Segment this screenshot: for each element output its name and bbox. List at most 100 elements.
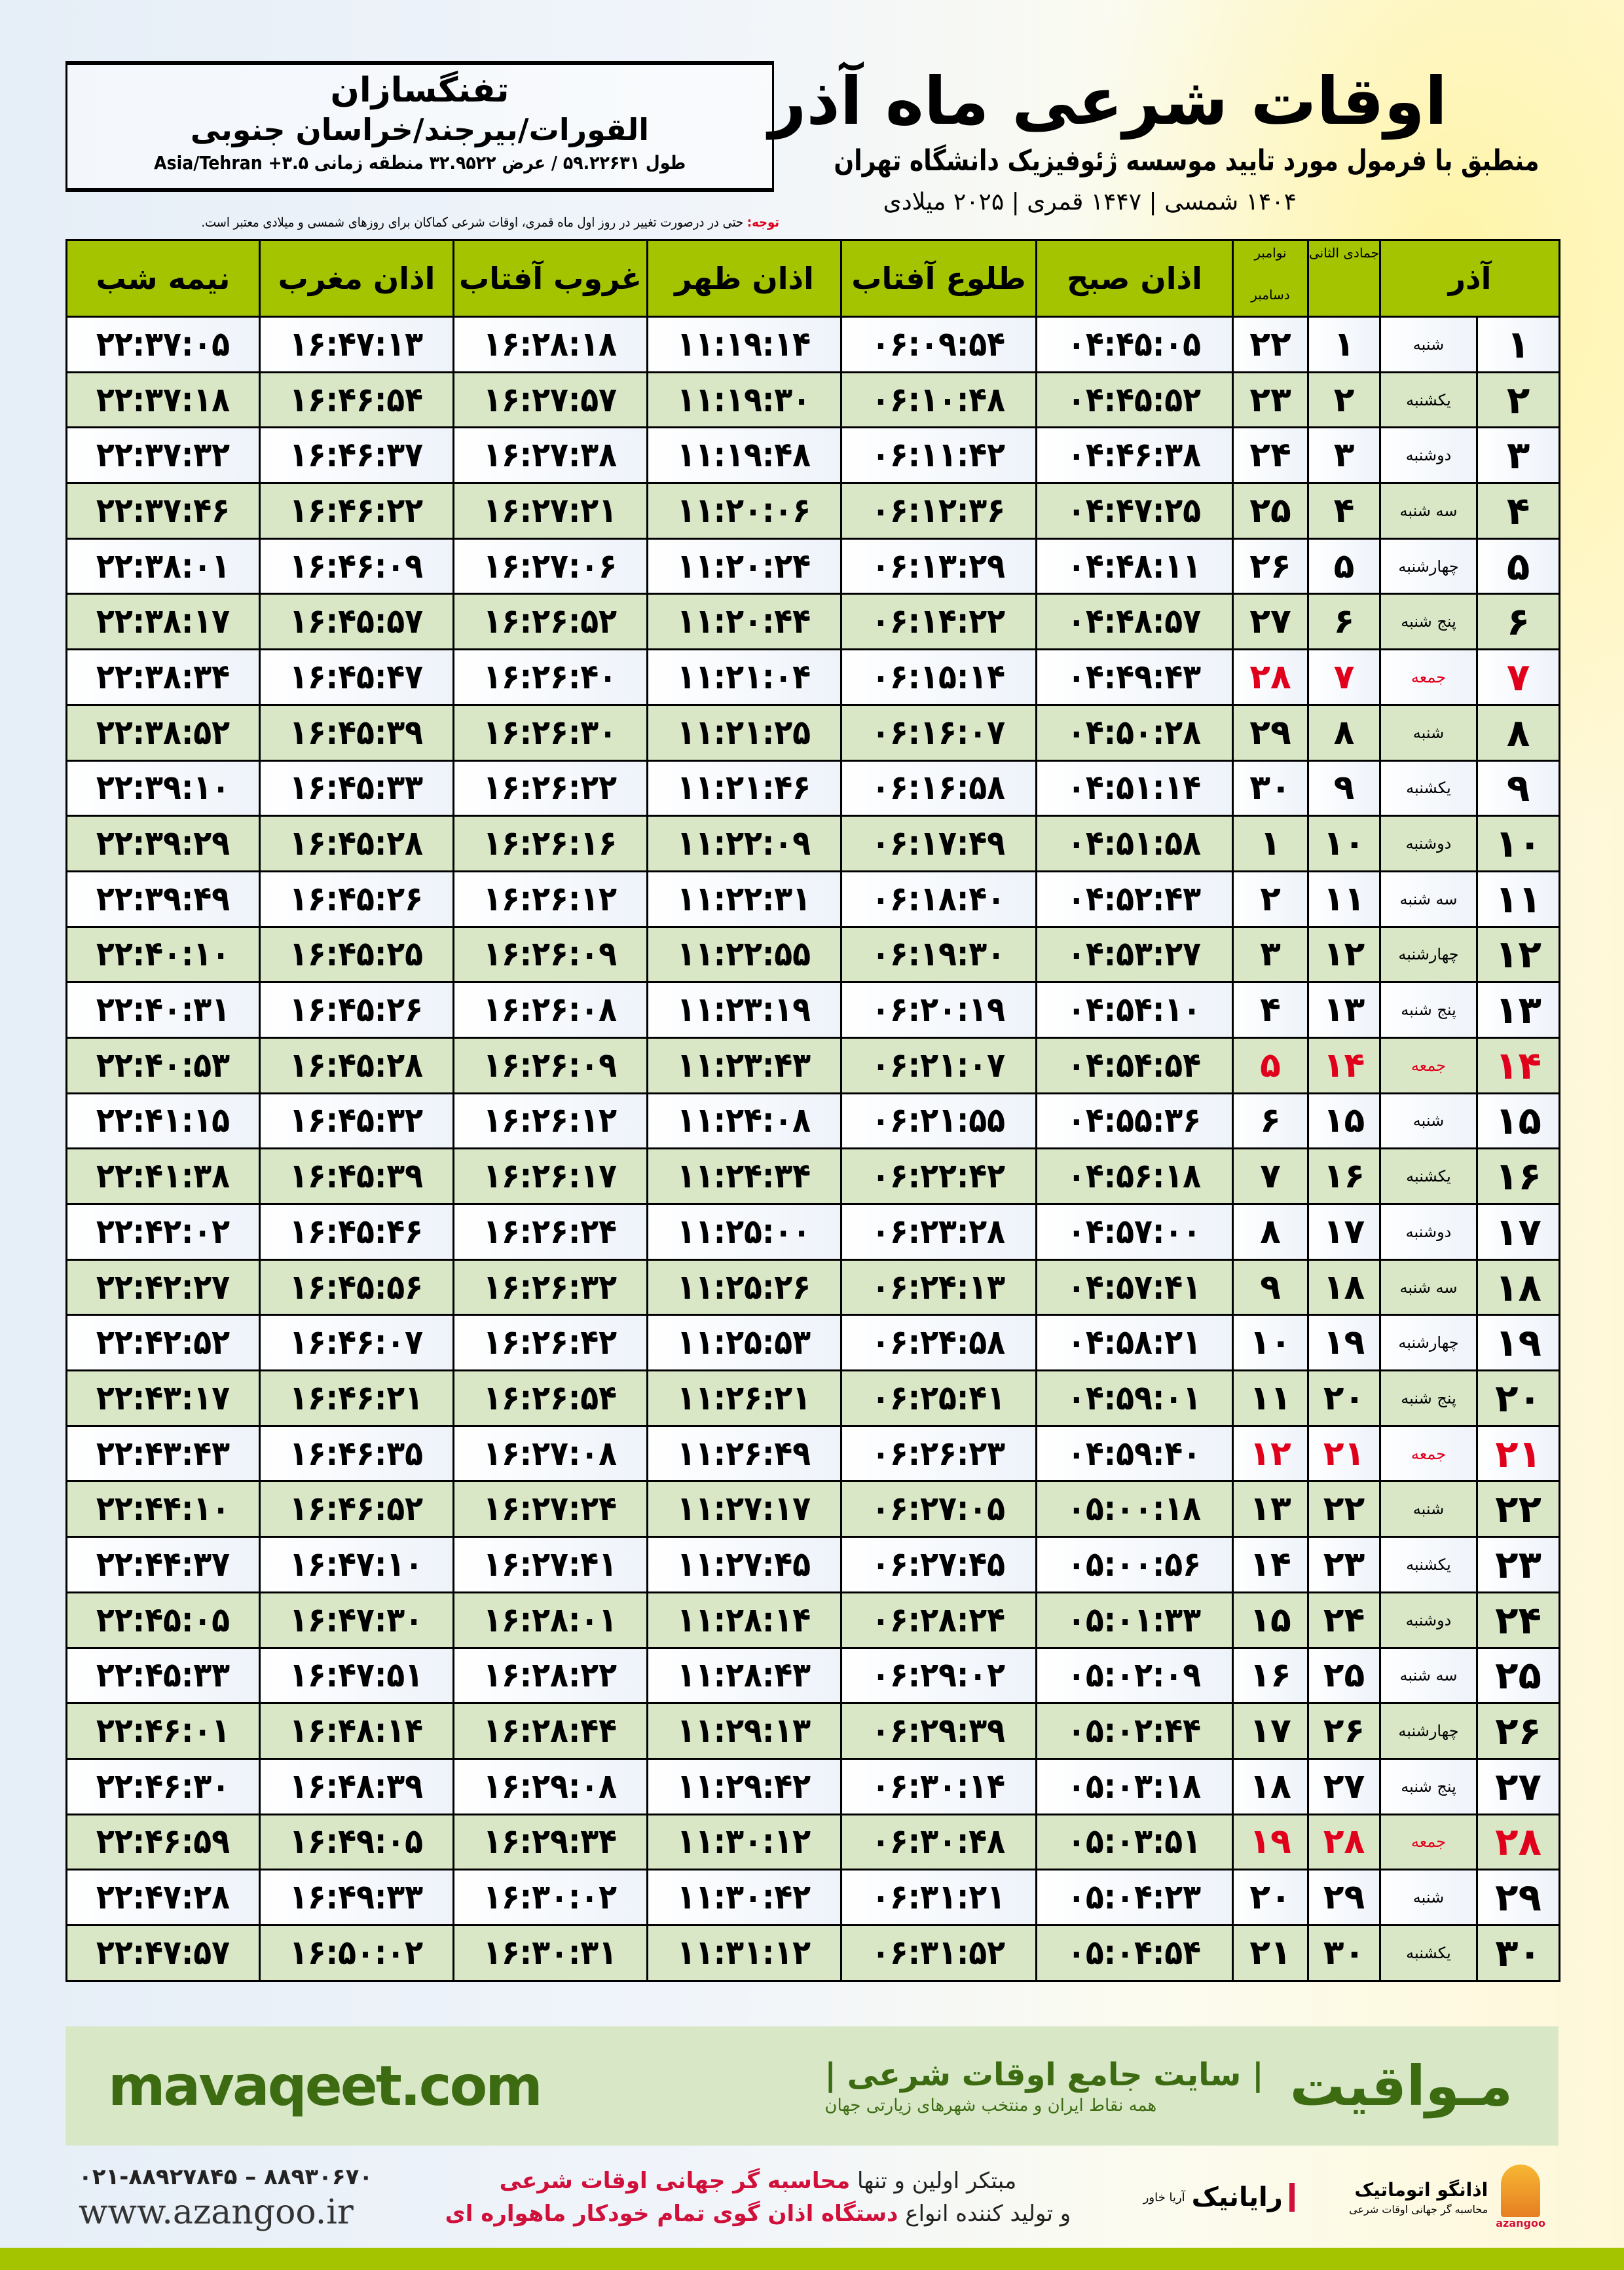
azar-day-cell: ۱۰	[1476, 815, 1561, 872]
maghrib-time-cell: ۱۶:۴۶:۲۱	[259, 1369, 454, 1427]
rayanik-name: رایانیک	[1191, 2182, 1283, 2212]
midnight-time: ۲۲:۴۱:۱۵	[96, 1101, 231, 1141]
weekday-cell: چهارشنبه	[1378, 1314, 1479, 1372]
hijri-day-cell: ۲۰	[1307, 1369, 1381, 1427]
azar-day: ۶	[1506, 599, 1530, 644]
gregorian-day: ۲۳	[1249, 380, 1291, 420]
fajr-time-cell: ۰۴:۴۶:۳۸	[1035, 426, 1234, 485]
maghrib-time-cell: ۱۶:۴۵:۳۹	[259, 1147, 454, 1205]
sunset-time: ۱۶:۲۶:۱۲	[483, 1101, 618, 1141]
midnight-time-cell: ۲۲:۳۸:۱۷	[65, 593, 261, 651]
dhuhr-time: ۱۱:۲۱:۴۶	[677, 768, 811, 808]
dhuhr-time-cell: ۱۱:۲۲:۵۵	[646, 925, 842, 984]
gregorian-day-cell: ۸	[1232, 1203, 1309, 1261]
promo-line1-b: محاسبه گر جهانی اوقات شرعی	[499, 2168, 851, 2194]
hijri-day-cell: ۹	[1307, 759, 1381, 817]
fajr-time: ۰۵:۰۳:۵۱	[1067, 1822, 1202, 1862]
maghrib-time: ۱۶:۴۶:۳۷	[289, 436, 424, 475]
sunrise-time-cell: ۰۶:۲۹:۰۲	[840, 1647, 1037, 1705]
fajr-time-cell: ۰۴:۵۳:۲۷	[1035, 925, 1234, 984]
fajr-time-cell: ۰۴:۵۰:۲۸	[1035, 703, 1234, 762]
weekday-cell: شنبه	[1378, 703, 1479, 762]
hijri-day-cell: ۵	[1307, 537, 1381, 595]
azangoo-link[interactable]: www.azangoo.ir	[79, 2193, 354, 2232]
mosque-dome-icon	[1501, 2165, 1541, 2217]
hijri-day-cell: ۳۰	[1307, 1924, 1381, 1982]
midnight-time-cell: ۲۲:۳۹:۱۰	[65, 759, 261, 817]
table-row: ۱۲ چهارشنبه ۱۲ ۳ ۰۴:۵۳:۲۷ ۰۶:۱۹:۳۰ ۱۱:۲۲:۵۵ ۱۶:…	[65, 925, 1561, 984]
dhuhr-time-cell: ۱۱:۲۱:۴۶	[646, 759, 842, 817]
bottom-bar	[0, 2248, 1624, 2270]
dhuhr-time-cell: ۱۱:۲۵:۰۰	[646, 1203, 842, 1261]
hijri-day-cell: ۱۷	[1307, 1203, 1381, 1261]
gregorian-day-cell: ۳	[1232, 925, 1309, 984]
fajr-time: ۰۵:۰۴:۵۴	[1067, 1933, 1202, 1973]
midnight-time: ۲۲:۳۸:۰۱	[96, 546, 231, 586]
hijri-day: ۲۸	[1323, 1822, 1365, 1862]
dhuhr-time: ۱۱:۲۷:۴۵	[677, 1544, 811, 1584]
midnight-time-cell: ۲۲:۳۷:۱۸	[65, 371, 261, 429]
fajr-time: ۰۴:۴۷:۲۵	[1067, 491, 1202, 530]
maghrib-time-cell: ۱۶:۴۶:۲۲	[259, 482, 454, 540]
table-row: ۲۵ سه شنبه ۲۵ ۱۶ ۰۵:۰۲:۰۹ ۰۶:۲۹:۰۲ ۱۱:۲۸:۴۳ ۱۶:…	[65, 1647, 1561, 1705]
fajr-time-cell: ۰۴:۴۵:۰۵	[1035, 316, 1234, 373]
header-dhuhr: اذان ظهر	[646, 239, 842, 318]
sunset-time-cell: ۱۶:۲۷:۲۱	[452, 482, 648, 540]
mavaqeet-link[interactable]: mavaqeet.com	[108, 2054, 543, 2118]
hijri-day: ۱۵	[1323, 1101, 1365, 1141]
azangoo-text: اذانگو اتوماتیک محاسبه گر جهانی اوقات شر…	[1349, 2178, 1488, 2217]
sunrise-time-cell: ۰۶:۱۴:۲۲	[840, 593, 1037, 651]
note: توجه: حتی در درصورت تغییر در روز اول ماه…	[137, 214, 779, 231]
midnight-time-cell: ۲۲:۳۸:۳۴	[65, 648, 261, 706]
weekday: دوشنبه	[1405, 834, 1452, 853]
maghrib-time-cell: ۱۶:۴۵:۴۶	[259, 1203, 454, 1261]
header-azar: آذر	[1378, 239, 1561, 318]
gregorian-day-cell: ۳۰	[1232, 759, 1309, 817]
table-row: ۲۴ دوشنبه ۲۴ ۱۵ ۰۵:۰۱:۳۳ ۰۶:۲۸:۲۴ ۱۱:۲۸:۱۴ ۱۶:۲…	[65, 1591, 1561, 1649]
hijri-day: ۳۰	[1323, 1933, 1365, 1973]
sunrise-time: ۰۶:۱۶:۰۷	[872, 713, 1006, 753]
sunrise-time-cell: ۰۶:۲۰:۱۹	[840, 981, 1037, 1039]
header-november: نوامبر	[1254, 245, 1287, 261]
midnight-time: ۲۲:۳۸:۱۷	[96, 602, 231, 642]
sunset-time: ۱۶:۲۶:۳۰	[483, 713, 618, 753]
sunset-time: ۱۶:۲۶:۱۷	[483, 1157, 618, 1197]
maghrib-time: ۱۶:۴۵:۲۶	[289, 879, 424, 919]
azar-day: ۱۵	[1495, 1098, 1541, 1144]
maghrib-time: ۱۶:۴۵:۳۹	[289, 713, 424, 753]
weekday-cell: یکشنبه	[1378, 1147, 1479, 1205]
fajr-time: ۰۴:۵۰:۲۸	[1067, 713, 1202, 753]
dhuhr-time-cell: ۱۱:۲۴:۳۴	[646, 1147, 842, 1205]
dhuhr-time: ۱۱:۲۱:۲۵	[677, 713, 811, 753]
azar-day-cell: ۲۶	[1476, 1702, 1561, 1760]
dhuhr-time-cell: ۱۱:۲۸:۱۴	[646, 1591, 842, 1649]
sunset-time: ۱۶:۲۹:۰۸	[483, 1766, 618, 1806]
table-row: ۲۰ پنج شنبه ۲۰ ۱۱ ۰۴:۵۹:۰۱ ۰۶:۲۵:۴۱ ۱۱:۲۶:۲۱ ۱۶…	[65, 1369, 1561, 1427]
fajr-time: ۰۴:۵۴:۱۰	[1067, 990, 1202, 1030]
maghrib-time-cell: ۱۶:۴۵:۳۲	[259, 1092, 454, 1150]
dhuhr-time: ۱۱:۲۶:۲۱	[677, 1378, 811, 1418]
maghrib-time: ۱۶:۴۵:۲۸	[289, 824, 424, 864]
table-row: ۲۸ جمعه ۲۸ ۱۹ ۰۵:۰۳:۵۱ ۰۶:۳۰:۴۸ ۱۱:۳۰:۱۲ ۱۶:۲۹:…	[65, 1813, 1561, 1871]
fajr-time-cell: ۰۴:۵۹:۴۰	[1035, 1424, 1234, 1483]
midnight-time-cell: ۲۲:۳۸:۰۱	[65, 537, 261, 595]
dhuhr-time: ۱۱:۲۶:۴۹	[677, 1434, 811, 1474]
weekday-cell: شنبه	[1378, 1480, 1479, 1538]
dhuhr-time-cell: ۱۱:۲۵:۵۳	[646, 1314, 842, 1372]
azar-day-cell: ۱۹	[1476, 1314, 1561, 1372]
midnight-time-cell: ۲۲:۳۷:۴۶	[65, 482, 261, 540]
page-subtitle: منطبق با فرمول مورد تایید موسسه ژئوفیزیک…	[833, 144, 1539, 177]
sunrise-time-cell: ۰۶:۲۶:۲۳	[840, 1424, 1037, 1483]
weekday-cell: چهارشنبه	[1378, 925, 1479, 984]
sunset-time-cell: ۱۶:۲۶:۱۲	[452, 1092, 648, 1150]
sunrise-time: ۰۶:۲۰:۱۹	[872, 990, 1006, 1030]
midnight-time-cell: ۲۲:۴۴:۱۰	[65, 1480, 261, 1538]
azar-day: ۴	[1506, 488, 1530, 533]
midnight-time: ۲۲:۴۶:۰۱	[96, 1711, 231, 1751]
dhuhr-time-cell: ۱۱:۲۲:۳۱	[646, 870, 842, 928]
fajr-time-cell: ۰۴:۵۴:۱۰	[1035, 981, 1234, 1039]
midnight-time: ۲۲:۴۴:۳۷	[96, 1544, 231, 1584]
weekday-cell: یکشنبه	[1378, 371, 1479, 429]
azar-day: ۱۷	[1495, 1209, 1541, 1254]
promo-line1-a: مبتکر اولین و تنها	[850, 2168, 1017, 2194]
